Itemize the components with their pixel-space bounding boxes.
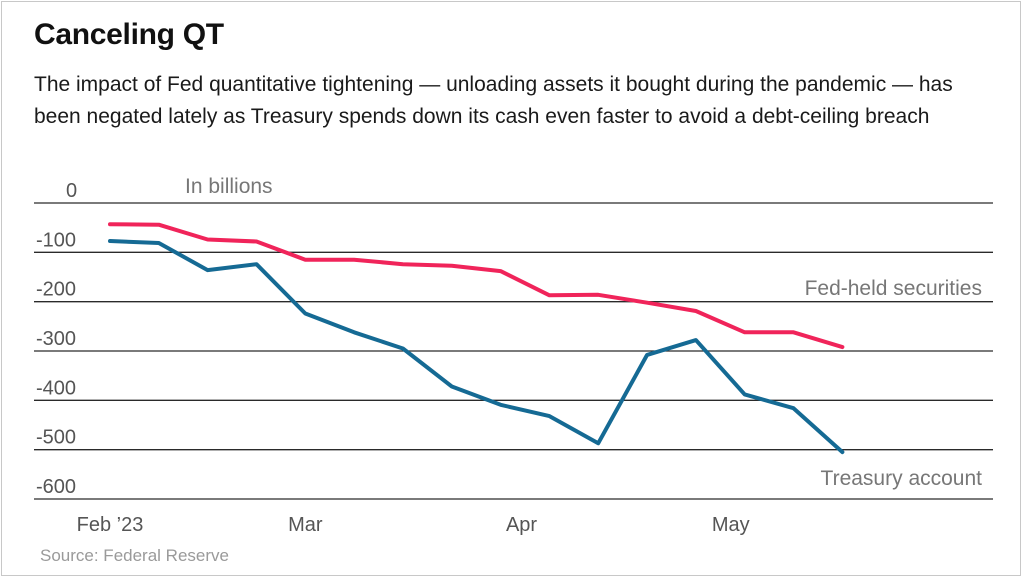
source-note: Source: Federal Reserve [40, 546, 229, 565]
y-tick-label: -100 [36, 229, 76, 251]
y-tick-label: -600 [36, 476, 76, 498]
fed-securities-label: Fed-held securities [805, 277, 982, 300]
series-labels: Fed-held securities Treasury account [805, 277, 983, 490]
chart-subtitle: The impact of Fed quantitative tightenin… [34, 73, 953, 128]
y-axis-ticks: 0 -100 -200 -300 -400 -500 -600 [36, 180, 77, 498]
x-tick-label: Mar [288, 514, 323, 536]
y-tick-label: -300 [36, 328, 76, 350]
y-tick-label: -400 [36, 377, 76, 399]
fed-securities-line [108, 222, 845, 350]
y-tick-label: -200 [36, 279, 76, 301]
treasury-account-label: Treasury account [821, 467, 983, 490]
treasury-account-line [108, 239, 845, 455]
x-tick-label: May [712, 514, 750, 536]
x-axis-ticks: Feb ’23 Mar Apr May [77, 514, 750, 536]
y-tick-label: -500 [36, 427, 76, 449]
unit-note: In billions [185, 175, 273, 198]
chart-title: Canceling QT [34, 18, 224, 51]
x-tick-label: Feb ’23 [77, 514, 144, 536]
x-tick-label: Apr [506, 514, 537, 536]
y-tick-label: 0 [66, 180, 77, 202]
gridlines [34, 202, 993, 500]
series-lines [108, 222, 845, 455]
